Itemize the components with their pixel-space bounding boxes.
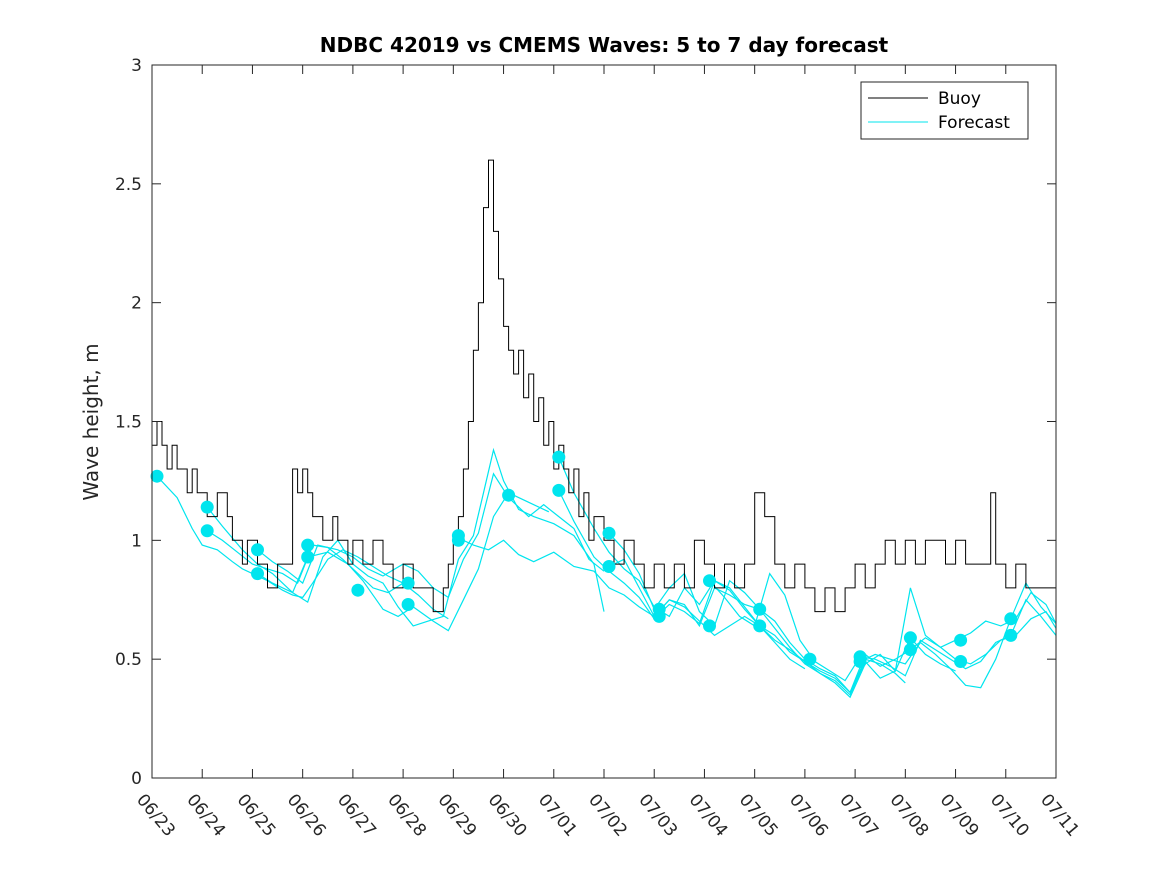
x-tick-label: 07/06	[785, 790, 832, 840]
forecast-line-12	[859, 581, 1057, 689]
y-tick-label: 1	[131, 531, 142, 551]
axes-box	[151, 64, 1057, 779]
x-tick-label: 06/29	[434, 790, 481, 840]
x-tick-label: 06/25	[233, 790, 280, 840]
forecast-marker-17	[602, 560, 616, 573]
x-tick-label: 07/04	[685, 790, 732, 840]
legend-box	[860, 81, 1029, 140]
y-axis-label: Wave height, m	[79, 343, 103, 500]
x-tick-label: 06/24	[182, 790, 229, 840]
x-tick-label: 07/07	[835, 790, 882, 840]
forecast-marker-7	[301, 550, 315, 564]
forecast-marker-6	[301, 538, 315, 552]
forecast-line-11	[709, 572, 1057, 682]
forecast-line-3	[206, 492, 550, 632]
forecast-marker-22	[753, 602, 767, 616]
x-tick-label: 06/30	[484, 790, 531, 840]
forecast-marker-14	[552, 450, 566, 464]
x-tick-label: 07/09	[936, 790, 983, 840]
x-tick-label: 07/08	[886, 790, 933, 840]
forecast-marker-21	[703, 619, 716, 633]
forecast-marker-12	[451, 533, 465, 547]
x-tick-label: 06/27	[333, 790, 380, 840]
forecast-marker-2	[200, 500, 214, 514]
forecast-marker-8	[351, 583, 365, 597]
forecast-line-9	[608, 532, 1057, 694]
y-tick-label: 0	[131, 769, 142, 789]
buoy-line	[152, 159, 1056, 613]
forecast-marker-5	[251, 567, 264, 581]
forecast-marker-1	[150, 469, 164, 483]
forecast-line-10	[608, 558, 1057, 696]
x-tick-label: 07/10	[986, 790, 1033, 840]
y-tick-label: 2.5	[115, 175, 142, 195]
x-tick-label: 07/03	[634, 790, 681, 840]
x-tick-label: 06/23	[132, 790, 179, 840]
y-tick-label: 3	[131, 56, 142, 76]
legend: Buoy Forecast	[860, 81, 1029, 140]
forecast-line-1	[156, 475, 404, 599]
forecast-marker-9	[401, 576, 415, 590]
plot-area	[150, 159, 1057, 699]
y-tick-label: 2	[131, 294, 142, 314]
forecast-marker-20	[703, 574, 716, 588]
forecast-marker-16	[602, 526, 616, 540]
x-tick-label: 07/01	[534, 790, 581, 840]
legend-label-buoy: Buoy	[938, 89, 981, 109]
x-tick-label: 06/26	[283, 790, 330, 840]
forecast-marker-3	[200, 524, 214, 538]
chart-title: NDBC 42019 vs CMEMS Waves: 5 to 7 day fo…	[320, 33, 889, 57]
forecast-marker-30	[954, 655, 968, 668]
x-tick-label: 06/28	[383, 790, 430, 840]
forecast-marker-24	[803, 652, 817, 666]
x-tick-label: 07/05	[735, 790, 782, 840]
forecast-marker-28	[903, 643, 917, 657]
forecast-marker-15	[552, 483, 566, 497]
forecast-line-6	[458, 537, 806, 670]
forecast-marker-29	[954, 633, 968, 647]
x-tick-label: 07/02	[584, 790, 631, 840]
x-tick-label: 07/11	[1036, 790, 1083, 840]
y-tick-label: 1.5	[115, 413, 142, 433]
forecast-line-5	[257, 447, 605, 627]
forecast-marker-31	[1004, 612, 1018, 626]
forecast-marker-32	[1004, 628, 1018, 642]
forecast-marker-13	[502, 488, 516, 502]
forecast-marker-26	[853, 655, 867, 668]
forecast-marker-27	[903, 631, 917, 645]
forecast-marker-19	[652, 609, 666, 623]
y-tick-label: 0.5	[115, 650, 142, 670]
legend-label-forecast: Forecast	[938, 113, 1010, 133]
forecast-marker-23	[753, 619, 767, 633]
forecast-line-7	[558, 456, 906, 694]
forecast-marker-4	[251, 543, 264, 557]
forecast-marker-10	[401, 598, 415, 611]
